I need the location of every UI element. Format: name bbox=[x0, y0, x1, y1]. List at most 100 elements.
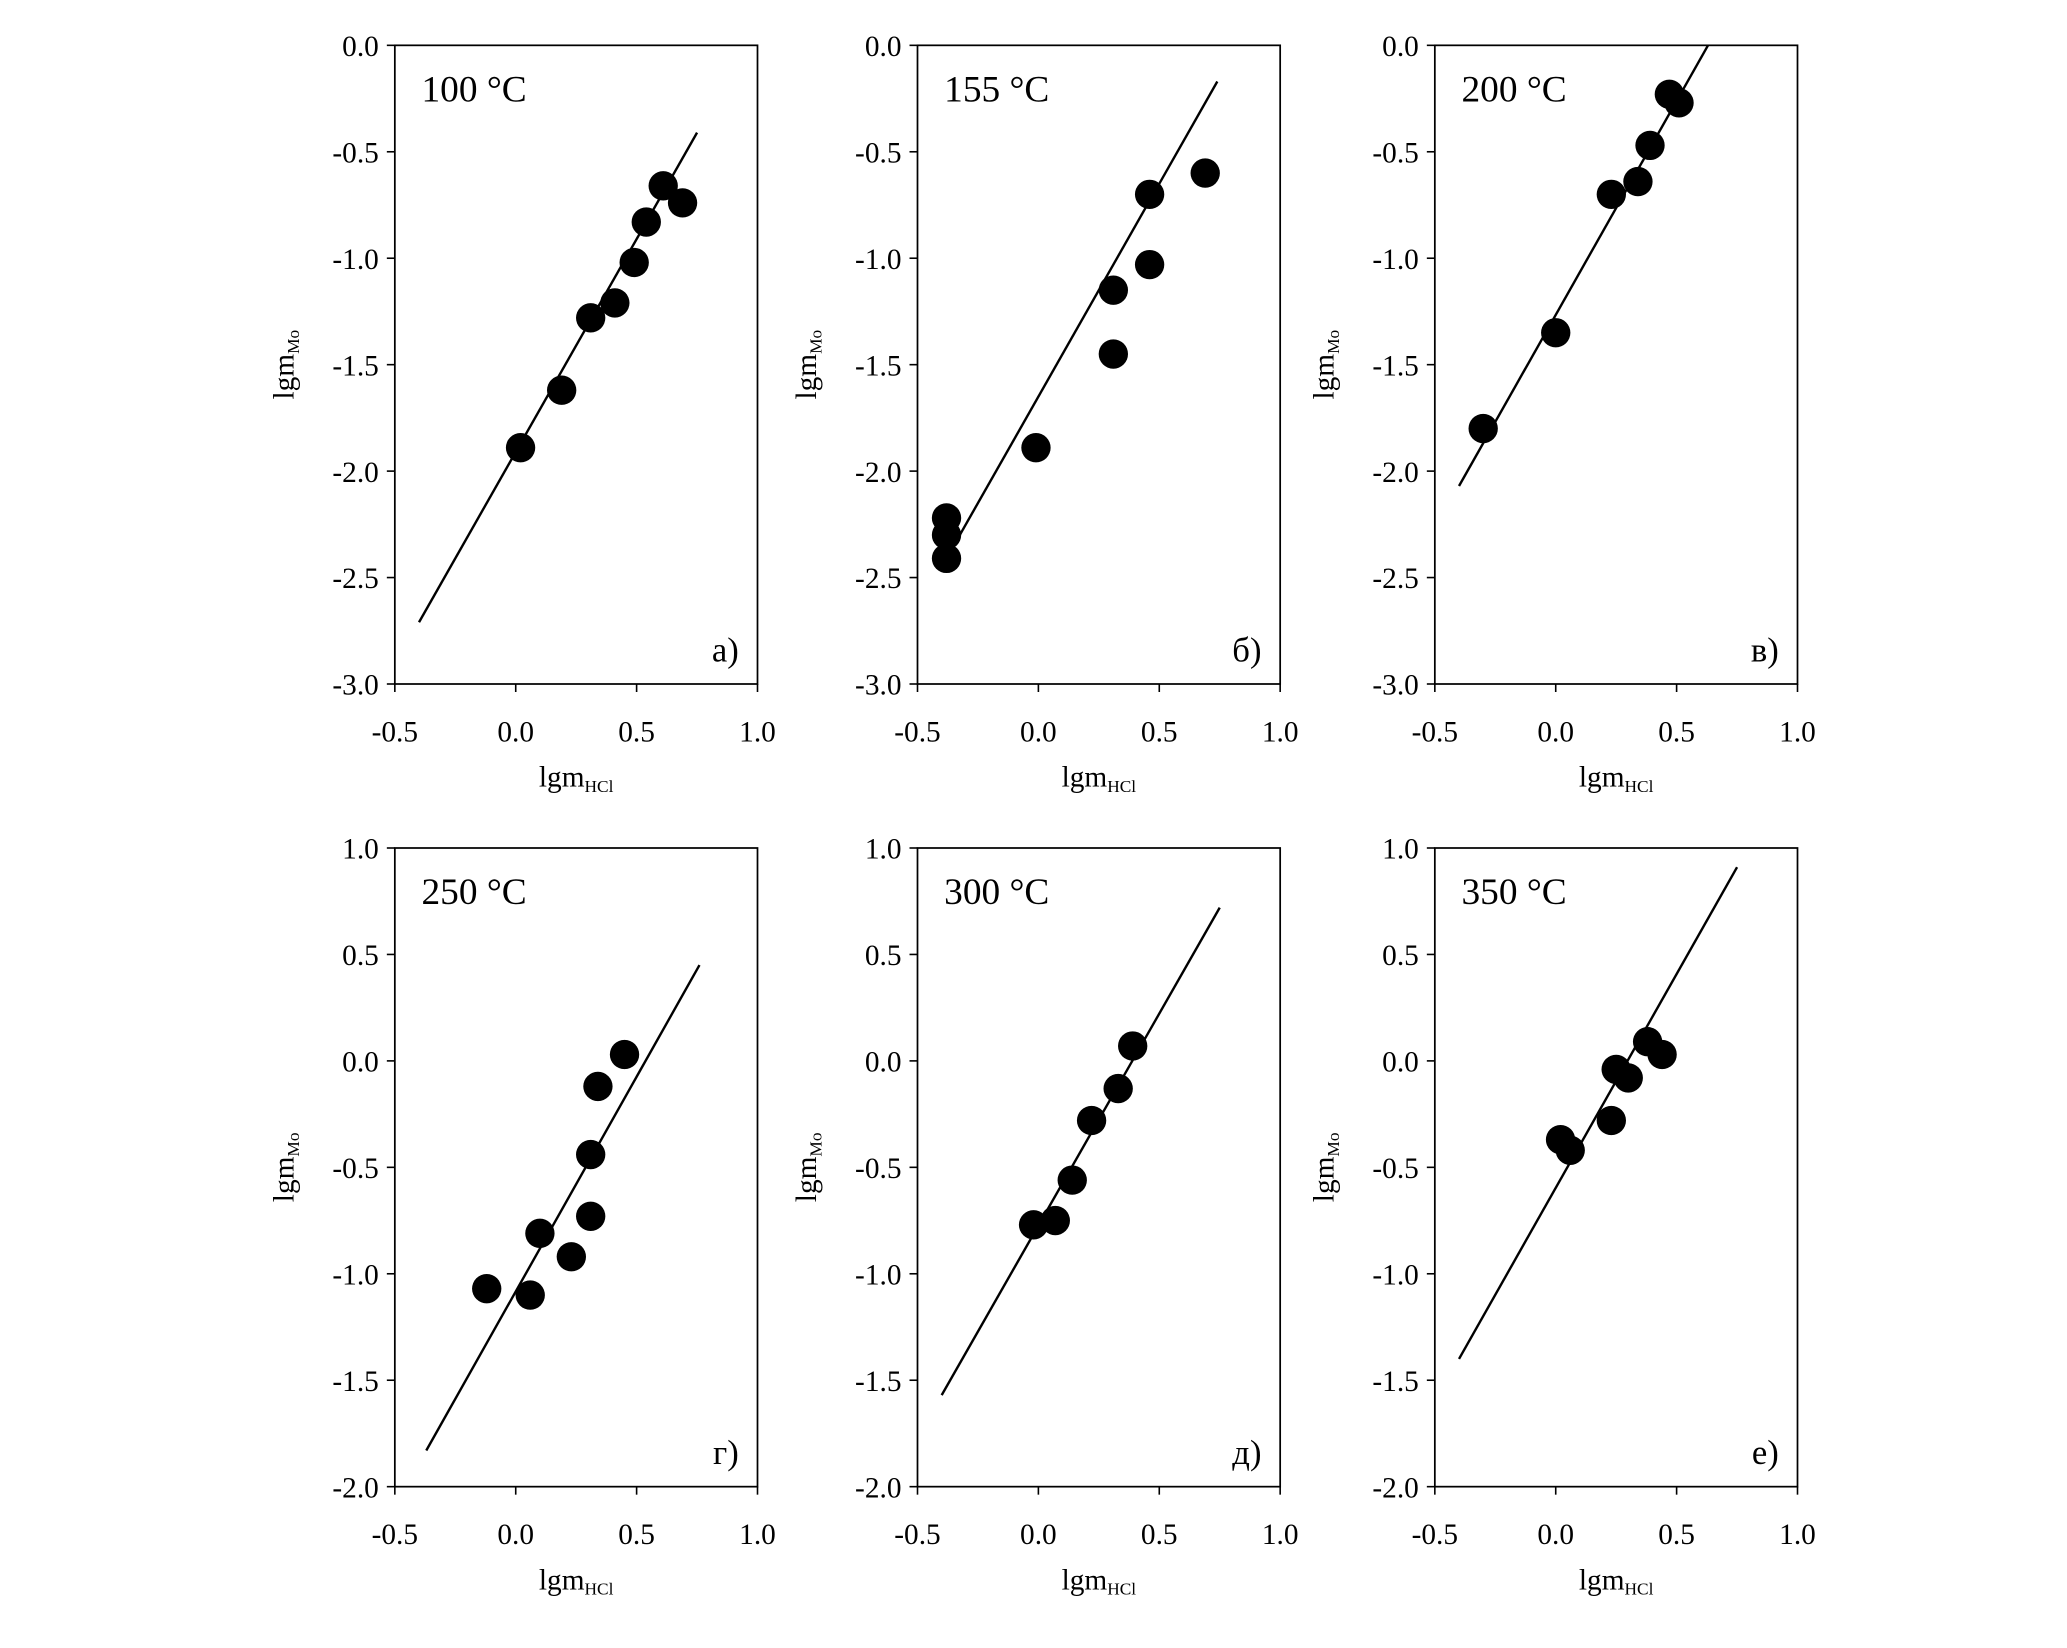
y-tick-label: -3.0 bbox=[1372, 670, 1418, 702]
data-point bbox=[1103, 1073, 1133, 1104]
data-point bbox=[1134, 179, 1165, 210]
data-point bbox=[515, 1280, 545, 1310]
y-axis-label-subscript: Mo bbox=[284, 1132, 303, 1156]
panel-label: е) bbox=[1752, 1434, 1779, 1472]
fit-line bbox=[425, 964, 701, 1452]
y-tick-label: 1.0 bbox=[342, 834, 379, 866]
data-point bbox=[1021, 433, 1051, 463]
x-tick-label: 1.0 bbox=[739, 716, 776, 748]
panel-label: д) bbox=[1232, 1434, 1261, 1472]
data-point bbox=[1057, 1165, 1087, 1195]
y-axis-label: lgmMo bbox=[269, 1132, 303, 1202]
chart-panel-3: -0.5 0.0 0.5 1.0 0.0 -0.5 -1.0 -1.5 -2.0 -2.5 -3.0… bbox=[1309, 31, 1816, 796]
y-tick-label: -3.0 bbox=[855, 670, 901, 702]
y-tick-label: -0.5 bbox=[1372, 1153, 1418, 1185]
x-tick-label: -0.5 bbox=[894, 1519, 940, 1551]
x-axis-label: lgmHCl bbox=[1579, 1564, 1654, 1598]
data-point bbox=[1555, 1135, 1585, 1165]
y-axis-label: lgmMo bbox=[791, 1132, 825, 1202]
data-point bbox=[472, 1274, 502, 1304]
y-axis-label-subscript: Mo bbox=[1324, 330, 1343, 354]
x-tick-label: 0.0 bbox=[1537, 1519, 1574, 1551]
x-tick-label: 1.0 bbox=[1779, 1519, 1816, 1551]
x-tick-label: 0.0 bbox=[1020, 1519, 1057, 1551]
data-point bbox=[525, 1218, 555, 1248]
panel-title: 155 °C bbox=[944, 69, 1049, 110]
panel-label: в) bbox=[1751, 631, 1779, 669]
data-point bbox=[631, 207, 661, 237]
x-tick-label: 1.0 bbox=[1262, 1519, 1299, 1551]
y-tick-label: -2.5 bbox=[855, 563, 901, 595]
y-tick-label: 0.0 bbox=[342, 31, 379, 63]
data-point bbox=[1647, 1039, 1677, 1070]
y-tick-label: -0.5 bbox=[332, 1153, 378, 1185]
x-tick-label: -0.5 bbox=[372, 716, 418, 748]
x-tick-label: 0.5 bbox=[618, 1519, 655, 1551]
y-axis-label: lgmMo bbox=[269, 330, 303, 400]
chart-panel-2: -0.5 0.0 0.5 1.0 0.0 -0.5 -1.0 -1.5 -2.0 -2.5 -3.0… bbox=[791, 31, 1298, 796]
y-tick-label: -1.5 bbox=[332, 1366, 378, 1398]
y-axis-label: lgmMo bbox=[1309, 330, 1343, 400]
y-tick-label: -1.5 bbox=[1372, 350, 1418, 382]
y-axis-label-subscript: Mo bbox=[807, 1132, 826, 1156]
x-tick-label: 0.0 bbox=[1020, 716, 1057, 748]
x-tick-label: 0.0 bbox=[497, 716, 534, 748]
y-axis-label-subscript: Mo bbox=[807, 330, 826, 354]
x-axis-label-subscript: HCl bbox=[585, 1580, 614, 1599]
chart-panel-4: -0.5 0.0 0.5 1.0 1.0 0.5 0.0 -0.5 -1.0 -1.5 -2.0 lg… bbox=[269, 834, 776, 1599]
y-tick-label: -2.0 bbox=[1372, 457, 1418, 489]
y-tick-label: -2.0 bbox=[855, 1472, 901, 1504]
y-axis-label-subscript: Mo bbox=[1324, 1132, 1343, 1156]
y-tick-label: 0.0 bbox=[342, 1047, 379, 1079]
x-tick-label: 0.0 bbox=[497, 1519, 534, 1551]
data-point bbox=[546, 375, 577, 405]
y-tick-label: 0.0 bbox=[865, 1047, 902, 1079]
y-tick-label: -1.5 bbox=[1372, 1366, 1418, 1398]
y-tick-label: -2.0 bbox=[855, 457, 901, 489]
plot-frame bbox=[916, 847, 1282, 1488]
y-tick-label: -1.5 bbox=[855, 350, 901, 382]
panel-label: г) bbox=[713, 1434, 739, 1472]
fit-line bbox=[940, 907, 1221, 1396]
data-point bbox=[1664, 88, 1694, 118]
x-tick-label: 0.5 bbox=[1658, 1519, 1695, 1551]
x-axis-label-subscript: HCl bbox=[1625, 1580, 1654, 1599]
y-tick-label: -1.0 bbox=[1372, 1259, 1418, 1291]
data-point bbox=[609, 1039, 640, 1070]
y-tick-label: -2.0 bbox=[1372, 1472, 1418, 1504]
x-axis-label: lgmHCl bbox=[1062, 762, 1137, 796]
x-axis-label: lgmHCl bbox=[539, 762, 614, 796]
data-point bbox=[1134, 249, 1165, 280]
data-point bbox=[1018, 1210, 1049, 1240]
plot-frame bbox=[916, 44, 1282, 685]
panel-title: 250 °C bbox=[422, 872, 527, 913]
data-point bbox=[619, 247, 649, 278]
y-axis-label-subscript: Mo bbox=[284, 330, 303, 354]
data-point bbox=[648, 171, 678, 201]
data-point bbox=[1118, 1031, 1148, 1061]
data-point bbox=[1541, 318, 1571, 348]
data-point bbox=[505, 433, 536, 463]
x-tick-label: 0.5 bbox=[1141, 1519, 1178, 1551]
data-point bbox=[1098, 275, 1129, 305]
y-tick-label: 0.0 bbox=[1382, 31, 1419, 63]
x-axis-label-subscript: HCl bbox=[585, 777, 614, 796]
x-tick-label: -0.5 bbox=[1412, 1519, 1458, 1551]
y-tick-label: 1.0 bbox=[1382, 834, 1419, 866]
y-tick-label: -2.0 bbox=[332, 457, 378, 489]
y-tick-label: 0.0 bbox=[1382, 1047, 1419, 1079]
x-axis-label-subscript: HCl bbox=[1107, 1580, 1136, 1599]
data-point bbox=[667, 188, 698, 218]
data-point bbox=[576, 1201, 606, 1231]
data-point bbox=[1468, 413, 1498, 444]
data-point bbox=[1076, 1105, 1107, 1136]
data-point bbox=[556, 1242, 586, 1272]
data-point bbox=[600, 288, 630, 318]
fit-line bbox=[940, 80, 1219, 568]
y-axis-label: lgmMo bbox=[791, 330, 825, 400]
plot-frame bbox=[393, 847, 759, 1488]
panel-title: 200 °C bbox=[1462, 69, 1567, 110]
y-axis-label: lgmMo bbox=[1309, 1132, 1343, 1202]
y-tick-label: -1.5 bbox=[332, 350, 378, 382]
